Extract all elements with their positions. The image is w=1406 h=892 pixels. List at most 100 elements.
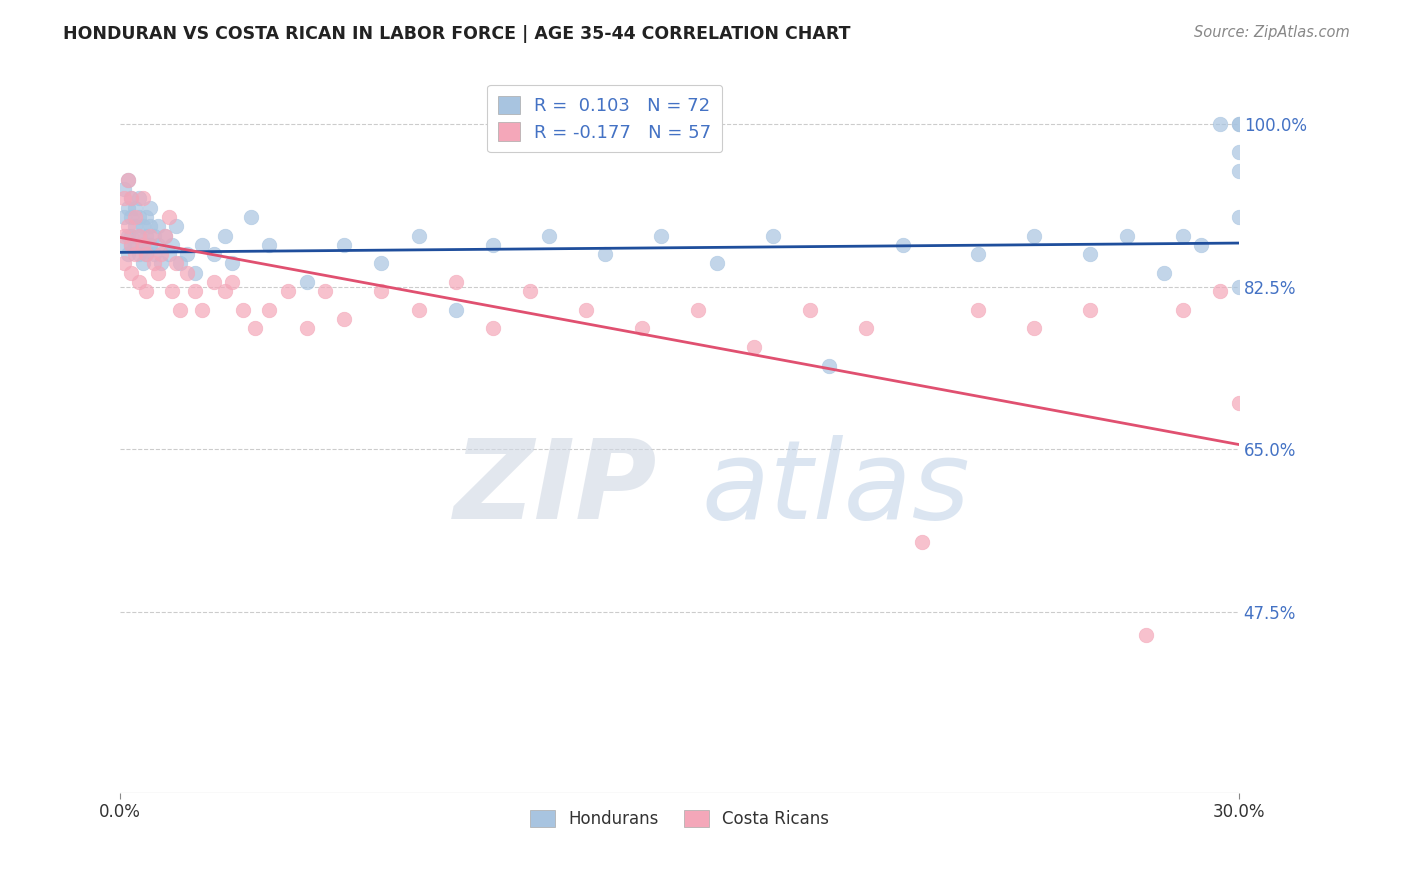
Point [142,228,165,243]
Point [799,302,821,317]
Point [150,256,173,270]
Point [1227,163,1250,178]
Point [121,192,143,206]
Point [176,266,198,280]
Point [162,238,184,252]
Point [135,210,157,224]
Point [153,228,176,243]
Point [131,238,153,252]
Point [370,285,392,299]
Point [214,285,236,299]
Point [817,359,839,373]
Point [243,321,266,335]
Point [131,219,153,234]
Point [706,256,728,270]
Point [112,192,135,206]
Point [131,256,153,270]
Point [444,302,467,317]
Point [135,247,157,261]
Point [214,228,236,243]
Point [128,228,150,243]
Point [891,238,914,252]
Point [169,302,191,317]
Point [1078,302,1101,317]
Point [157,247,180,261]
Point [165,256,187,270]
Text: atlas: atlas [702,435,970,542]
Point [121,238,143,252]
Point [593,247,616,261]
Point [121,192,143,206]
Point [176,247,198,261]
Point [295,275,318,289]
Point [575,302,598,317]
Point [121,266,143,280]
Point [112,182,135,196]
Point [124,201,146,215]
Point [191,238,214,252]
Point [139,228,162,243]
Point [966,302,988,317]
Point [128,247,150,261]
Point [202,275,225,289]
Point [162,285,184,299]
Point [239,210,262,224]
Point [131,192,153,206]
Point [1153,266,1175,280]
Text: HONDURAN VS COSTA RICAN IN LABOR FORCE | AGE 35-44 CORRELATION CHART: HONDURAN VS COSTA RICAN IN LABOR FORCE |… [63,25,851,43]
Point [112,210,135,224]
Point [128,275,150,289]
Point [112,228,135,243]
Point [124,238,146,252]
Point [165,219,187,234]
Point [259,302,281,317]
Point [221,256,243,270]
Point [408,302,430,317]
Point [1078,247,1101,261]
Point [184,266,207,280]
Point [112,238,135,252]
Point [482,321,505,335]
Point [1116,228,1139,243]
Point [232,302,254,317]
Point [1191,238,1213,252]
Point [370,256,392,270]
Point [131,238,153,252]
Point [117,173,139,187]
Point [1227,279,1250,293]
Point [117,219,139,234]
Point [1022,321,1045,335]
Point [150,247,173,261]
Legend: Hondurans, Costa Ricans: Hondurans, Costa Ricans [523,804,835,835]
Point [1171,228,1194,243]
Point [1171,302,1194,317]
Point [139,219,162,234]
Point [1135,628,1157,642]
Point [146,238,169,252]
Point [1022,228,1045,243]
Point [121,238,143,252]
Point [742,340,765,354]
Point [482,238,505,252]
Point [966,247,988,261]
Point [855,321,877,335]
Point [444,275,467,289]
Point [184,285,207,299]
Point [650,228,672,243]
Point [221,275,243,289]
Point [519,285,541,299]
Point [295,321,318,335]
Point [277,285,299,299]
Text: ZIP: ZIP [454,435,657,542]
Text: Source: ZipAtlas.com: Source: ZipAtlas.com [1194,25,1350,40]
Point [135,285,157,299]
Point [124,219,146,234]
Point [202,247,225,261]
Point [1227,145,1250,159]
Point [153,228,176,243]
Point [911,535,934,549]
Point [142,256,165,270]
Point [128,192,150,206]
Point [124,210,146,224]
Point [112,256,135,270]
